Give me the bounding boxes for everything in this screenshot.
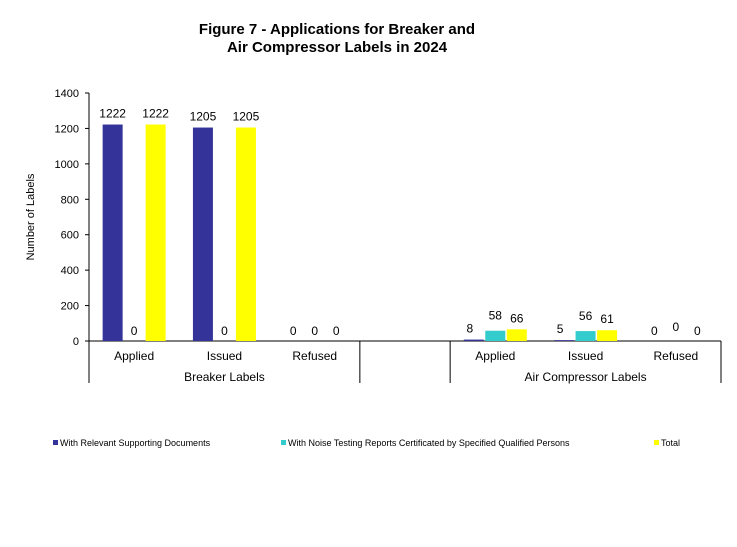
legend-label: Total [661,438,680,448]
y-tick-label: 800 [61,194,79,206]
data-label: 1205 [190,110,217,124]
bar [575,331,596,341]
legend-swatch [281,440,286,445]
data-label: 56 [579,309,593,323]
category-label: Applied [475,349,515,363]
category-label: Refused [292,349,337,363]
bar [192,127,213,342]
bar [463,339,484,341]
y-tick-label: 0 [73,336,79,348]
data-label: 61 [600,312,614,326]
y-tick-label: 400 [61,265,79,277]
bar [597,330,618,341]
data-label: 0 [311,324,318,338]
data-label: 5 [557,322,564,336]
data-label: 8 [466,322,473,336]
bar [485,330,506,341]
category-label: Refused [654,349,699,363]
legend-label: With Noise Testing Reports Certificated … [288,438,570,448]
y-tick-label: 1400 [55,88,79,100]
data-label: 0 [221,324,228,338]
category-label: Issued [207,349,242,363]
data-label: 0 [131,324,138,338]
bar [145,124,166,341]
bar [102,124,123,341]
chart-title-line-1: Figure 7 - Applications for Breaker and [199,21,475,38]
data-label: 0 [290,324,297,338]
group-label: Air Compressor Labels [525,370,647,384]
y-tick-label: 1200 [55,123,79,135]
data-label: 1222 [99,107,126,121]
data-label: 58 [489,309,503,323]
data-label: 66 [510,311,524,325]
y-tick-label: 600 [61,230,79,242]
legend-swatch [53,440,58,445]
y-axis-label: Number of Labels [25,173,37,260]
bar [235,127,256,342]
data-label: 0 [651,324,658,338]
category-label: Applied [114,349,154,363]
y-tick-label: 200 [61,301,79,313]
group-label: Breaker Labels [184,370,265,384]
legend-swatch [654,440,659,445]
bar [506,329,527,341]
chart-title-line-2: Air Compressor Labels in 2024 [227,39,448,56]
data-label: 0 [694,324,701,338]
data-label: 1222 [142,107,169,121]
data-label: 0 [673,320,680,334]
y-tick-label: 1000 [55,159,79,171]
bar [554,340,575,341]
legend-label: With Relevant Supporting Documents [60,438,211,448]
data-label: 0 [333,324,340,338]
category-label: Issued [568,349,603,363]
data-label: 1205 [233,110,260,124]
